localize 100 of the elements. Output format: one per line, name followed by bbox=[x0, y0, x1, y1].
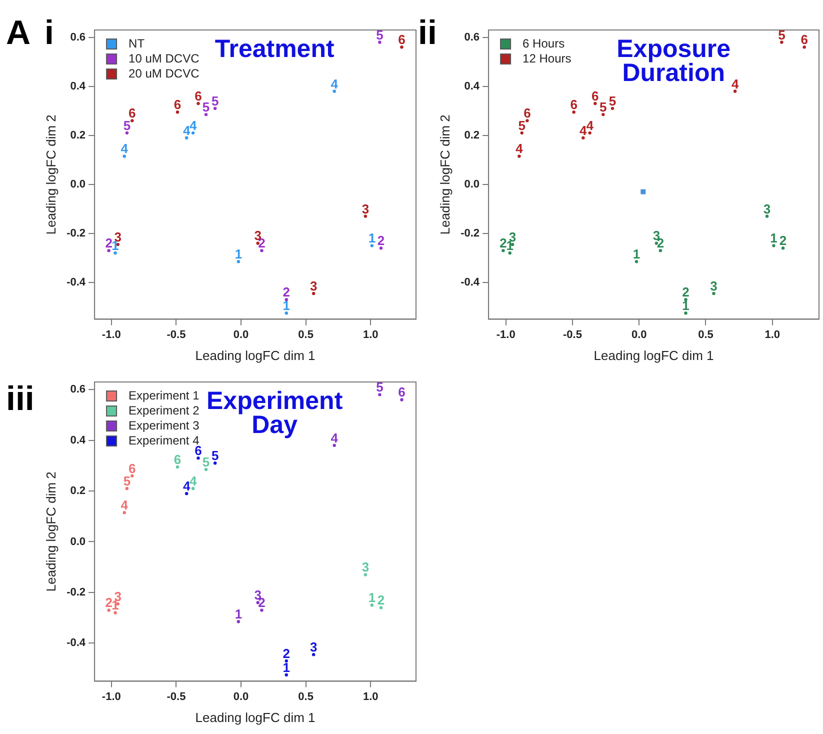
text: Exposure Duration bbox=[616, 34, 731, 87]
y-tick-label: 0.2 bbox=[70, 129, 86, 142]
annotation: 1 bbox=[368, 230, 376, 246]
point bbox=[520, 131, 524, 135]
annotation: 5 bbox=[518, 118, 526, 133]
point bbox=[114, 611, 117, 614]
point bbox=[780, 40, 784, 44]
annotation: 1 bbox=[682, 298, 690, 314]
point bbox=[526, 119, 529, 122]
x-tick-label: -0.5 bbox=[166, 690, 186, 703]
point bbox=[107, 608, 110, 612]
y-tick-label: -0.4 bbox=[460, 276, 480, 288]
annotation: 3 bbox=[362, 201, 370, 216]
annotation: 2 bbox=[105, 595, 112, 610]
legend-label: Experiment 1 bbox=[128, 388, 200, 402]
point bbox=[204, 112, 208, 116]
annotation: 5 bbox=[202, 100, 210, 115]
text: i bbox=[44, 14, 54, 52]
annotation: 2 bbox=[779, 233, 787, 248]
annotation: 1 bbox=[282, 660, 290, 675]
annotation: 4 bbox=[182, 122, 191, 138]
x-tick-label: 1.0 bbox=[764, 328, 780, 341]
x-tick-label: 1.0 bbox=[362, 690, 378, 703]
y-axis-title: Leading logFC dim 2 bbox=[43, 114, 58, 235]
x-tick-label: 1.0 bbox=[362, 328, 378, 341]
annotation: 2 bbox=[500, 236, 507, 251]
point bbox=[400, 398, 404, 402]
y-axis-title: Leading logFC dim 2 bbox=[437, 114, 452, 235]
y-axis-title: Leading logFC dim 2 bbox=[43, 472, 58, 592]
annotation: 5 bbox=[211, 93, 219, 108]
point bbox=[364, 214, 368, 218]
point bbox=[122, 510, 126, 514]
point bbox=[772, 244, 776, 248]
annotation: 2 bbox=[105, 236, 112, 251]
annotation: 5 bbox=[376, 380, 384, 395]
legend-label: 12 Hours bbox=[522, 51, 572, 66]
point bbox=[196, 102, 200, 106]
point bbox=[284, 311, 288, 315]
y-tick-label: 0.6 bbox=[70, 384, 86, 396]
point bbox=[260, 608, 264, 612]
text: ii bbox=[418, 14, 437, 52]
point bbox=[332, 90, 336, 93]
point bbox=[191, 131, 195, 135]
y-tick-label: -0.2 bbox=[460, 227, 480, 240]
point bbox=[332, 444, 336, 447]
x-axis-title: Leading logFC dim 1 bbox=[195, 710, 316, 725]
point bbox=[518, 154, 521, 158]
annotation: 1 bbox=[234, 606, 242, 622]
point bbox=[184, 136, 188, 140]
y-tick-label: 0.4 bbox=[70, 434, 86, 446]
point bbox=[370, 604, 374, 607]
x-tick-label: -1.0 bbox=[102, 690, 121, 703]
annotation: 3 bbox=[710, 278, 718, 294]
y-tick-label: 0.6 bbox=[464, 31, 480, 44]
y-tick-label: 0.0 bbox=[70, 536, 86, 548]
point bbox=[602, 112, 605, 116]
annotation: 4 bbox=[330, 76, 339, 92]
annotation: 6 bbox=[592, 88, 599, 104]
annotation: 3 bbox=[652, 228, 660, 244]
point bbox=[400, 46, 404, 49]
point bbox=[176, 110, 180, 114]
point bbox=[125, 486, 129, 490]
point bbox=[260, 248, 264, 252]
annotation: 2 bbox=[377, 233, 385, 248]
x-tick-label: -1.0 bbox=[496, 328, 516, 341]
y-tick-label: 0.4 bbox=[464, 80, 480, 92]
annotation: 4 bbox=[330, 430, 339, 446]
y-tick-label: -0.4 bbox=[66, 276, 86, 288]
point bbox=[114, 251, 117, 255]
x-axis-title: Leading logFC dim 1 bbox=[594, 348, 714, 363]
annotation: 5 bbox=[123, 473, 131, 488]
point bbox=[122, 154, 126, 158]
annotation: 6 bbox=[128, 460, 136, 476]
point bbox=[610, 106, 614, 110]
point bbox=[184, 492, 188, 496]
annotation: 6 bbox=[800, 32, 808, 48]
point bbox=[130, 119, 134, 122]
point bbox=[312, 292, 316, 296]
annotation: 6 bbox=[398, 384, 406, 400]
annotation: 6 bbox=[128, 106, 136, 121]
point bbox=[284, 673, 288, 676]
legend-label: 6 Hours bbox=[522, 36, 565, 50]
annotation: 1 bbox=[282, 298, 290, 314]
y-tick-label: -0.4 bbox=[66, 637, 86, 650]
annotation: 4 bbox=[189, 473, 198, 488]
point bbox=[312, 652, 316, 656]
point bbox=[284, 659, 288, 663]
annotation: 5 bbox=[600, 100, 607, 115]
annotation: 2 bbox=[282, 284, 290, 300]
legend-label: 20 uM DCVC bbox=[128, 66, 200, 80]
point bbox=[658, 248, 662, 252]
point bbox=[640, 189, 646, 194]
annotation: 5 bbox=[123, 118, 131, 133]
annotation: 1 bbox=[632, 246, 640, 262]
annotation: 2 bbox=[377, 592, 385, 608]
point bbox=[712, 292, 716, 296]
point bbox=[733, 90, 737, 93]
annotation: 3 bbox=[254, 588, 262, 603]
y-tick-label: 0.0 bbox=[464, 178, 480, 190]
point bbox=[634, 260, 638, 264]
